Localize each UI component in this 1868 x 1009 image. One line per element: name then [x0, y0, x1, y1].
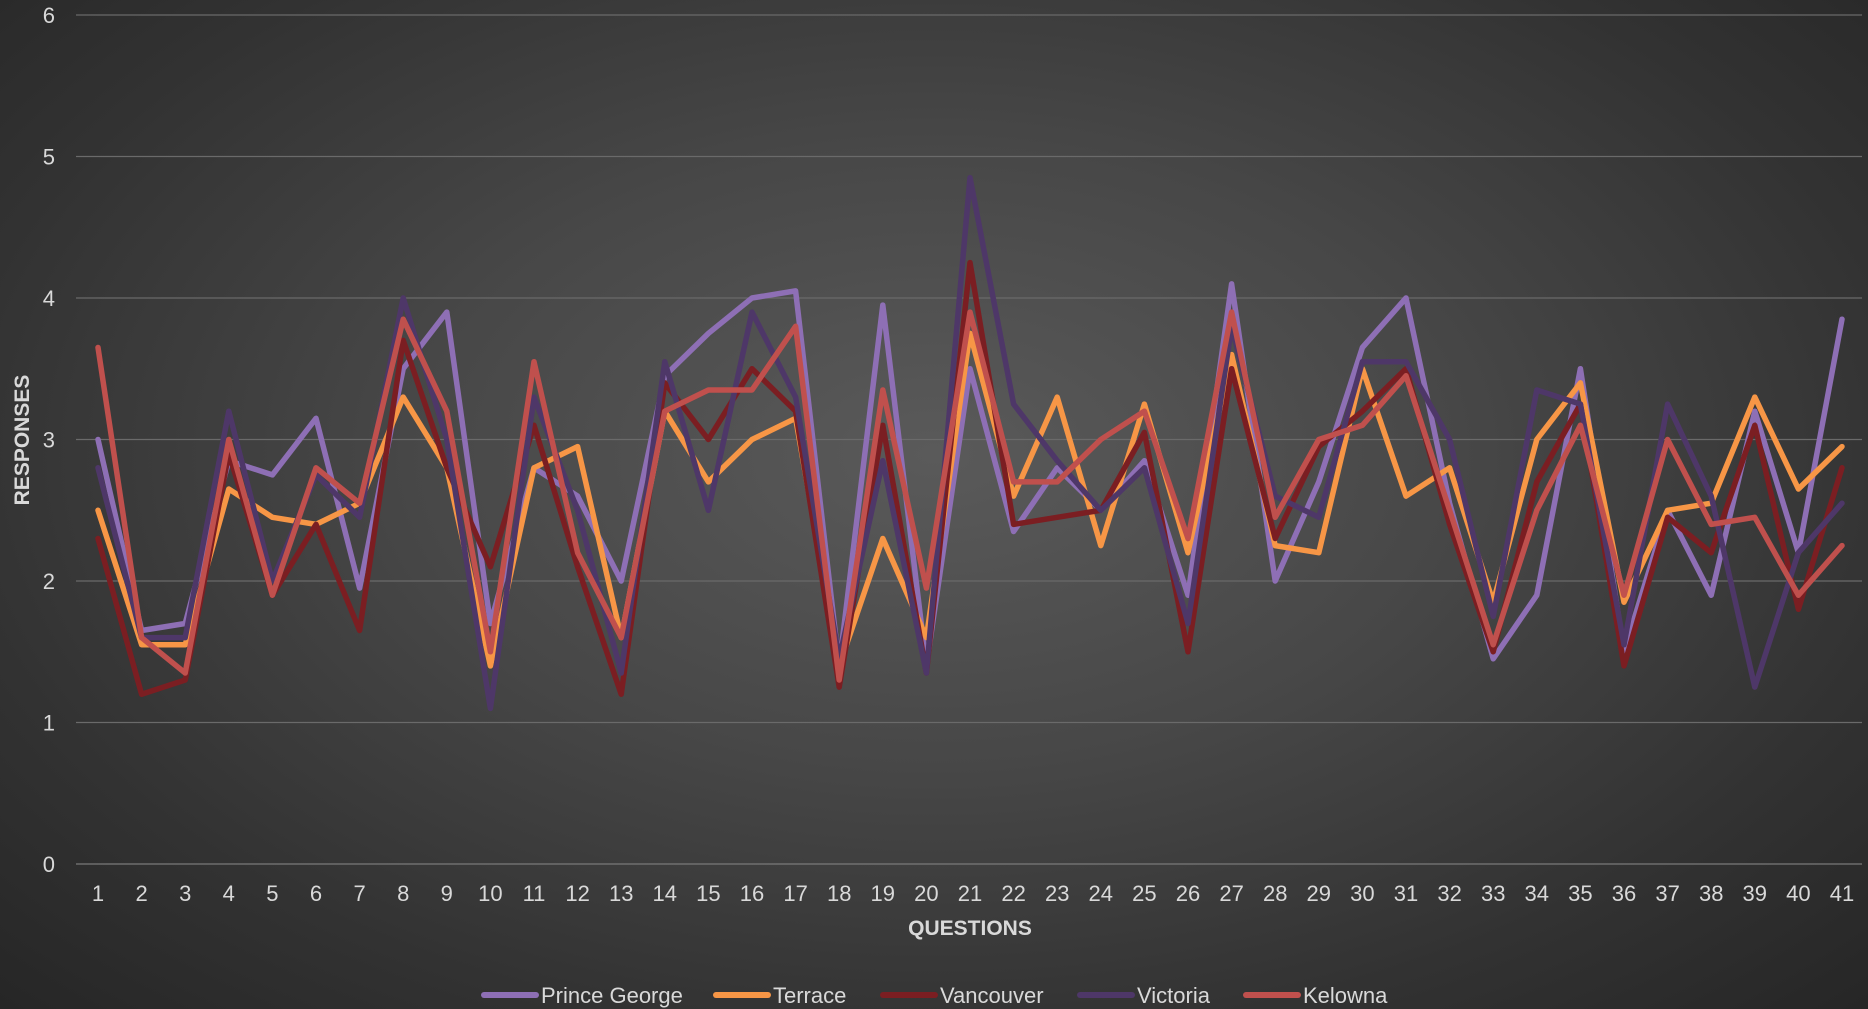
legend-label: Vancouver — [940, 983, 1044, 1008]
x-tick-label: 21 — [958, 881, 982, 906]
x-tick-label: 39 — [1743, 881, 1767, 906]
x-tick-label: 9 — [441, 881, 453, 906]
x-tick-label: 35 — [1568, 881, 1592, 906]
x-tick-label: 14 — [653, 881, 677, 906]
x-tick-label: 20 — [914, 881, 938, 906]
x-tick-label: 4 — [223, 881, 235, 906]
x-tick-label: 34 — [1525, 881, 1549, 906]
x-tick-label: 24 — [1089, 881, 1113, 906]
x-tick-label: 1 — [92, 881, 104, 906]
legend-label: Kelowna — [1303, 983, 1388, 1008]
x-tick-label: 11 — [523, 881, 546, 906]
x-tick-label: 19 — [871, 881, 895, 906]
legend-label: Victoria — [1137, 983, 1211, 1008]
x-tick-label: 28 — [1263, 881, 1287, 906]
y-tick-label: 5 — [43, 145, 55, 170]
x-tick-label: 27 — [1219, 881, 1243, 906]
x-tick-label: 7 — [353, 881, 365, 906]
x-tick-label: 6 — [310, 881, 322, 906]
y-axis-title: RESPONSES — [11, 375, 34, 506]
y-tick-label: 2 — [43, 569, 55, 594]
x-axis-ticks: 1 2 3 4 5 6 7 8 9 10 11 12 13 14 15 16 17 18 19 20 21 22 23 24 2… — [92, 881, 1854, 906]
x-tick-label: 36 — [1612, 881, 1636, 906]
x-tick-label: 33 — [1481, 881, 1505, 906]
legend-label: Terrace — [773, 983, 846, 1008]
x-tick-label: 22 — [1001, 881, 1025, 906]
y-tick-label: 1 — [43, 711, 55, 736]
x-tick-label: 41 — [1830, 881, 1854, 906]
x-tick-label: 15 — [696, 881, 720, 906]
x-tick-label: 40 — [1786, 881, 1810, 906]
legend-label: Prince George — [541, 983, 683, 1008]
x-tick-label: 2 — [135, 881, 147, 906]
x-tick-label: 25 — [1132, 881, 1156, 906]
y-axis-ticks: 0 1 2 3 4 5 6 — [43, 3, 55, 877]
x-tick-label: 23 — [1045, 881, 1069, 906]
x-tick-label: 18 — [827, 881, 851, 906]
x-tick-label: 30 — [1350, 881, 1374, 906]
x-tick-label: 26 — [1176, 881, 1200, 906]
y-tick-label: 6 — [43, 3, 55, 28]
x-axis-title: QUESTIONS — [908, 917, 1032, 940]
x-tick-label: 16 — [740, 881, 764, 906]
y-tick-label: 0 — [43, 852, 55, 877]
legend: Prince George Terrace Vancouver Victoria Kel… — [484, 983, 1388, 1008]
x-tick-label: 3 — [179, 881, 191, 906]
x-tick-label: 29 — [1307, 881, 1331, 906]
x-tick-label: 31 — [1394, 881, 1418, 906]
x-tick-label: 13 — [609, 881, 633, 906]
y-tick-label: 4 — [43, 286, 55, 311]
x-tick-label: 5 — [266, 881, 278, 906]
x-tick-label: 10 — [478, 881, 502, 906]
x-tick-label: 37 — [1655, 881, 1679, 906]
x-tick-label: 17 — [783, 881, 807, 906]
x-tick-label: 32 — [1437, 881, 1461, 906]
y-tick-label: 3 — [43, 428, 55, 453]
series-lines — [98, 178, 1842, 709]
x-tick-label: 12 — [565, 881, 589, 906]
x-tick-label: 38 — [1699, 881, 1723, 906]
x-tick-label: 8 — [397, 881, 409, 906]
